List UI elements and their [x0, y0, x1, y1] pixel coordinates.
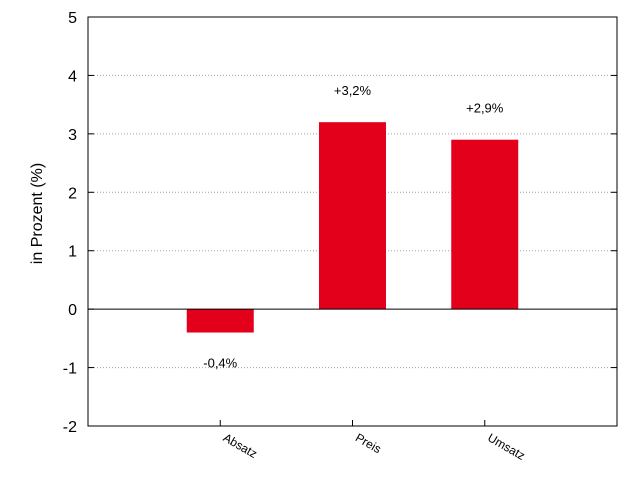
- bar-preis: [319, 122, 386, 310]
- x-tick-label: Umsatz: [485, 430, 527, 462]
- x-tick-label: Preis: [353, 430, 384, 456]
- data-label: -0,4%: [203, 356, 237, 371]
- data-label: +2,9%: [466, 101, 504, 116]
- y-tick-label: -1: [63, 361, 77, 378]
- bars: [186, 122, 519, 333]
- y-tick-label: 4: [68, 68, 77, 85]
- y-tick-label: 3: [68, 127, 77, 144]
- y-axis-label: in Prozent (%): [29, 163, 46, 264]
- data-label: +3,2%: [334, 83, 372, 98]
- y-tick-label: 1: [68, 244, 77, 261]
- y-tick-label: 0: [68, 302, 77, 319]
- y-tick-label: 5: [68, 10, 77, 27]
- data-labels: -0,4% +3,2% +2,9%: [203, 83, 504, 370]
- y-tick-label: 2: [68, 185, 77, 202]
- y-axis-ticks: -2 -1 0 1 2 3 4 5: [63, 10, 617, 436]
- bar-umsatz: [451, 139, 519, 310]
- bar-absatz: [186, 309, 254, 333]
- y-tick-label: -2: [63, 419, 77, 436]
- x-tick-label: Absatz: [221, 430, 260, 460]
